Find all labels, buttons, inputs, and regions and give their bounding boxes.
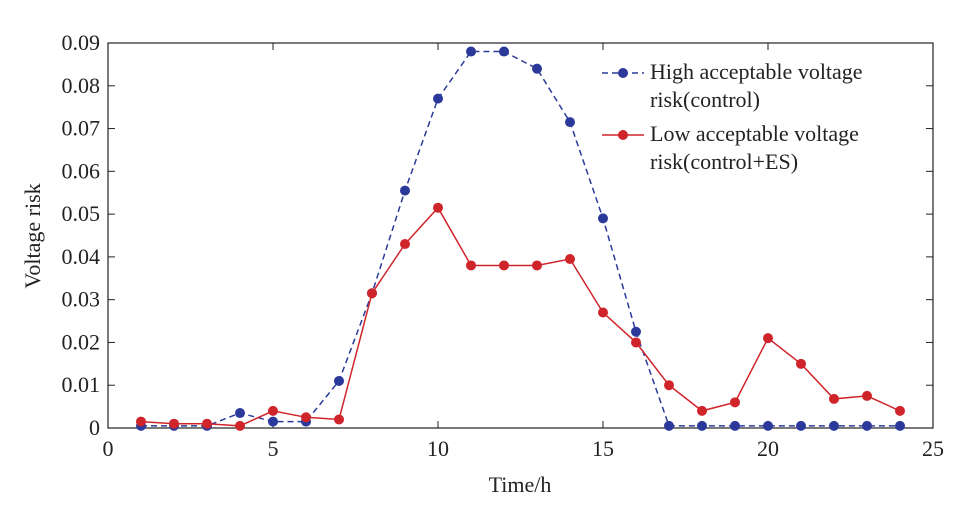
legend-entry: High acceptable voltage risk(control) (600, 58, 900, 114)
data-point (400, 239, 410, 250)
data-point (631, 326, 641, 337)
data-point (763, 333, 773, 344)
x-tick-label: 25 (922, 436, 944, 461)
y-tick-label: 0.04 (62, 244, 101, 269)
data-point (664, 380, 674, 391)
data-point (202, 418, 212, 429)
x-tick-label: 0 (103, 436, 114, 461)
legend-label: High acceptable voltage risk(control) (650, 59, 863, 112)
data-point (664, 420, 674, 431)
x-tick-label: 5 (268, 436, 279, 461)
y-tick-label: 0.02 (62, 329, 101, 354)
y-tick-label: 0.09 (62, 30, 101, 55)
data-point (466, 260, 476, 271)
y-tick-label: 0.07 (62, 116, 101, 141)
x-axis-label: Time/h (489, 472, 552, 497)
data-point (235, 420, 245, 431)
x-tick-label: 10 (427, 436, 449, 461)
x-tick-label: 15 (592, 436, 614, 461)
legend-marker (618, 68, 628, 78)
data-point (136, 416, 146, 427)
plot-frame (107, 42, 934, 429)
data-point (169, 418, 179, 429)
x-tick-label: 20 (757, 436, 779, 461)
data-point (433, 202, 443, 213)
data-point (895, 420, 905, 431)
data-point (730, 397, 740, 408)
data-point (862, 390, 872, 401)
y-tick-label: 0 (89, 415, 100, 440)
data-point (763, 420, 773, 431)
data-point (631, 337, 641, 348)
y-tick-label: 0.06 (62, 158, 101, 183)
data-point (268, 405, 278, 416)
y-axis-label: Voltage risk (20, 183, 45, 288)
data-point (499, 260, 509, 271)
data-point (367, 288, 377, 299)
data-point (268, 416, 278, 427)
legend-swatch (602, 68, 644, 78)
data-point (829, 420, 839, 431)
data-point (235, 408, 245, 419)
data-point (862, 420, 872, 431)
data-point (334, 414, 344, 425)
data-point (796, 420, 806, 431)
y-tick-label: 0.05 (62, 201, 101, 226)
y-tick-label: 0.08 (62, 73, 101, 98)
data-point (697, 405, 707, 416)
data-point (532, 63, 542, 74)
data-point (895, 405, 905, 416)
data-point (565, 254, 575, 265)
legend-swatch (602, 130, 644, 140)
data-point (796, 358, 806, 369)
data-point (334, 375, 344, 386)
legend: High acceptable voltage risk(control) Low… (600, 58, 900, 182)
y-tick-label: 0.03 (62, 287, 101, 312)
series-line (141, 50, 900, 427)
data-point (730, 420, 740, 431)
data-point (499, 46, 509, 57)
legend-marker (618, 130, 628, 140)
legend-entry: Low acceptable voltage risk(control+ES) (600, 120, 900, 176)
data-point (466, 46, 476, 57)
series-line (140, 206, 901, 427)
data-point (532, 260, 542, 271)
data-point (697, 420, 707, 431)
data-point (400, 185, 410, 196)
data-point (301, 412, 311, 423)
data-point (598, 213, 608, 224)
data-point (598, 307, 608, 318)
data-point (565, 117, 575, 128)
data-point (829, 393, 839, 404)
y-tick-label: 0.01 (62, 372, 101, 397)
legend-label: Low acceptable voltage risk(control+ES) (650, 121, 859, 174)
data-point (433, 93, 443, 104)
